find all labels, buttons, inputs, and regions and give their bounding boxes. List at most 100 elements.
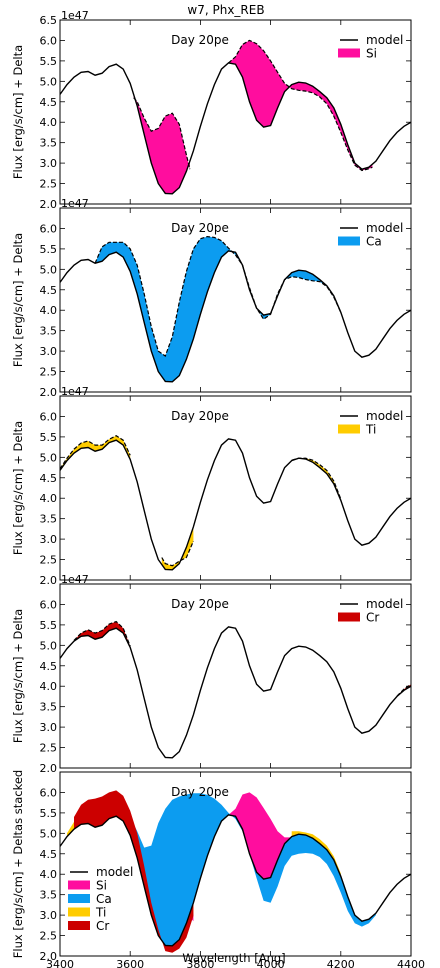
model-line <box>60 626 411 759</box>
y-tick-label: 2.0 <box>40 574 58 587</box>
model-line <box>60 250 411 383</box>
legend-label-si: Si <box>366 47 377 61</box>
plot-area <box>60 790 411 953</box>
y-tick-label: 4.0 <box>40 680 58 693</box>
fill-si-1 <box>133 94 190 194</box>
y-tick-label: 5.5 <box>40 55 58 68</box>
y-tick-label: 5.5 <box>40 807 58 820</box>
y-tick-label: 2.5 <box>40 554 58 567</box>
legend-swatch-si <box>68 880 90 890</box>
legend-swatch-ti <box>338 424 360 434</box>
plot-area <box>60 39 411 195</box>
y-exponent-label: 1e47 <box>61 9 89 22</box>
y-tick-label: 4.0 <box>40 116 58 129</box>
y-tick-label: 2.0 <box>40 950 58 963</box>
x-tick-label: 4200 <box>327 958 355 968</box>
legend-label-ca: Ca <box>366 235 382 249</box>
x-tick-label: 3600 <box>116 958 144 968</box>
y-tick-label: 5.5 <box>40 619 58 632</box>
y-tick-label: 4.5 <box>40 472 58 485</box>
panel-title: Day 20pe <box>171 33 229 47</box>
fill-si-2 <box>228 792 376 925</box>
y-tick-label: 2.0 <box>40 386 58 399</box>
legend-label-cr: Cr <box>96 919 109 933</box>
y-tick-label: 4.5 <box>40 96 58 109</box>
model-line <box>60 814 411 947</box>
y-tick-label: 4.0 <box>40 304 58 317</box>
fill-ca-1 <box>95 236 341 382</box>
y-tick-label: 4.0 <box>40 492 58 505</box>
y-tick-label: 2.0 <box>40 198 58 211</box>
legend-label-ti: Ti <box>95 906 106 920</box>
panel-frame <box>59 19 412 205</box>
y-tick-label: 2.0 <box>40 762 58 775</box>
dashed-curve-ti-1 <box>60 435 131 470</box>
y-exponent-label: 1e47 <box>61 385 89 398</box>
y-tick-label: 6.0 <box>40 786 58 799</box>
legend-label-model: model <box>96 865 133 879</box>
plot-area <box>60 235 411 383</box>
legend-label-model: model <box>366 221 403 235</box>
y-axis-label: Flux [erg/s/cm] + Delta <box>11 233 25 367</box>
dashed-curve-cr-1 <box>73 620 131 647</box>
y-tick-label: 4.0 <box>40 868 58 881</box>
y-tick-label: 6.0 <box>40 410 58 423</box>
panel-title: Day 20pe <box>171 221 229 235</box>
y-tick-label: 3.0 <box>40 909 58 922</box>
y-tick-label: 6.0 <box>40 222 58 235</box>
x-tick-label: 4000 <box>257 958 285 968</box>
dashed-curve-si-1 <box>133 97 191 170</box>
y-axis-label: Flux [erg/s/cm] + Delta <box>11 421 25 555</box>
y-tick-label: 5.0 <box>40 827 58 840</box>
y-tick-label: 4.5 <box>40 848 58 861</box>
y-tick-label: 5.0 <box>40 451 58 464</box>
y-tick-label: 3.5 <box>40 889 58 902</box>
y-tick-label: 3.0 <box>40 721 58 734</box>
y-axis-label: Flux [erg/s/cm] + Delta <box>11 609 25 743</box>
legend-swatch-cr <box>338 612 360 622</box>
legend-swatch-si <box>338 48 360 58</box>
y-tick-label: 2.5 <box>40 930 58 943</box>
legend-label-ca: Ca <box>96 892 112 906</box>
legend-label-si: Si <box>96 879 107 893</box>
y-tick-label: 5.0 <box>40 75 58 88</box>
panel-frame <box>59 583 412 769</box>
y-tick-label: 3.0 <box>40 345 58 358</box>
fill-ti-2 <box>161 526 194 570</box>
y-axis-label: Flux [erg/s/cm] + Deltas stacked <box>11 770 25 958</box>
x-tick-label: 4400 <box>397 958 425 968</box>
legend-label-cr: Cr <box>366 611 379 625</box>
legend-swatch-ca <box>338 236 360 246</box>
fill-ca-1 <box>95 793 376 946</box>
dashed-curve-si-2 <box>228 39 373 172</box>
legend-swatch-ca <box>68 894 90 903</box>
y-tick-label: 4.5 <box>40 284 58 297</box>
y-tick-label: 6.5 <box>40 14 58 27</box>
panel-title: Day 20pe <box>171 597 229 611</box>
legend-label-model: model <box>366 409 403 423</box>
model-line <box>60 438 411 571</box>
y-tick-label: 5.0 <box>40 639 58 652</box>
panel-frame <box>59 207 412 393</box>
legend-label-model: model <box>366 597 403 611</box>
fill-cr-1 <box>74 621 131 648</box>
y-tick-label: 2.5 <box>40 366 58 379</box>
y-tick-label: 5.5 <box>40 243 58 256</box>
plot-area <box>60 435 411 571</box>
y-tick-label: 2.5 <box>40 178 58 191</box>
x-tick-label: 3800 <box>186 958 214 968</box>
panel-title: Day 20pe <box>171 785 229 799</box>
y-tick-label: 3.5 <box>40 513 58 526</box>
y-tick-label: 3.5 <box>40 701 58 714</box>
legend-label-model: model <box>366 33 403 47</box>
